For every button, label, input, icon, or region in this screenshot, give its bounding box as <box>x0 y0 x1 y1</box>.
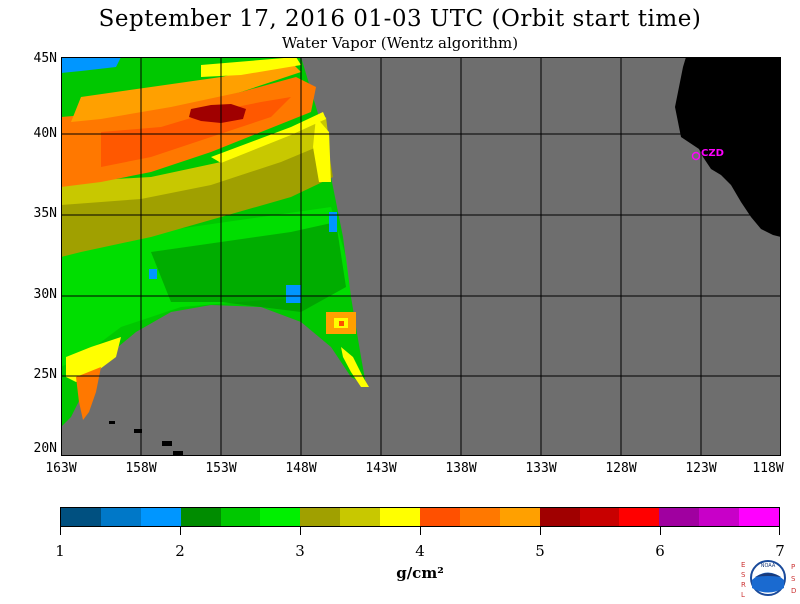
lon-label-148w: 148W <box>285 461 317 476</box>
svg-text:S: S <box>741 571 746 579</box>
lat-label-30n: 30N <box>33 287 57 302</box>
svg-text:L: L <box>741 591 745 599</box>
lon-label-123w: 123W <box>685 461 717 476</box>
swath-band-top-yellow <box>201 57 301 77</box>
lon-label-158w: 158W <box>125 461 157 476</box>
blue-spot-1 <box>329 212 337 232</box>
colorbar-segment <box>380 508 421 526</box>
water-vapor-map: CZD <box>61 57 781 456</box>
colorbar-label-4: 4 <box>415 542 425 560</box>
hawaii-island-3 <box>162 441 172 446</box>
colorbar-label-3: 3 <box>295 542 305 560</box>
lon-label-163w: 163W <box>45 461 77 476</box>
svg-text:S: S <box>791 575 796 583</box>
colorbar-label-7: 7 <box>775 542 785 560</box>
lat-label-40n: 40N <box>33 126 57 141</box>
lon-label-153w: 153W <box>205 461 237 476</box>
colorbar-segment <box>539 508 580 526</box>
colorbar-segment <box>699 508 740 526</box>
colorbar-segment <box>140 508 181 526</box>
colorbar-segment <box>100 508 141 526</box>
colorbar-segment <box>459 508 500 526</box>
colorbar-tick <box>300 527 301 535</box>
colorbar-segment <box>180 508 221 526</box>
colorbar-tick <box>779 527 780 535</box>
station-czd-marker <box>691 151 701 161</box>
colorbar-segment <box>420 508 460 526</box>
lon-label-138w: 138W <box>445 461 477 476</box>
lon-label-143w: 143W <box>365 461 397 476</box>
colorbar-segment <box>340 508 381 526</box>
hawaii-island-4 <box>173 451 183 456</box>
map-canvas: CZD <box>61 57 781 456</box>
colorbar-label-1: 1 <box>55 542 65 560</box>
colorbar-units: g/cm² <box>396 564 444 582</box>
colorbar-tick <box>60 527 61 535</box>
map-subtitle: Water Vapor (Wentz algorithm) <box>281 34 519 52</box>
swath-band-yellow-olive <box>61 117 329 205</box>
colorbar-segment <box>220 508 261 526</box>
lat-label-35n: 35N <box>33 206 57 221</box>
colorbar-tick <box>540 527 541 535</box>
graticule <box>61 57 781 456</box>
swath-band-orange-light <box>71 62 301 122</box>
colorbar-segment <box>499 508 540 526</box>
colorbar-tick <box>660 527 661 535</box>
lat-label-20n: 20N <box>33 441 57 456</box>
noaa-esrl-psd-logo: E S R L P S D NOAA <box>737 555 799 600</box>
lat-label-45n: 45N <box>33 51 57 66</box>
swath-band-yellow <box>211 112 326 163</box>
lon-label-133w: 133W <box>525 461 557 476</box>
swath-east-edge-yellow <box>313 117 331 182</box>
noaa-emblem-text: NOAA <box>761 563 776 569</box>
svg-text:R: R <box>741 581 746 589</box>
swath-tip-yellow <box>66 337 121 382</box>
hawaii-island-2 <box>134 429 142 433</box>
colorbar-segment <box>579 508 620 526</box>
logo-left-letters: E <box>741 561 745 569</box>
colorbar-segment <box>619 508 660 526</box>
colorbar-tick <box>420 527 421 535</box>
lat-label-25n: 25N <box>33 367 57 382</box>
colorbar-tick <box>180 527 181 535</box>
colorbar-label-5: 5 <box>535 542 545 560</box>
svg-text:D: D <box>791 587 796 595</box>
colorbar-segment <box>300 508 341 526</box>
blue-spot-2 <box>286 285 301 303</box>
colorbar-segment <box>739 508 780 526</box>
station-czd-label: CZD <box>701 148 724 159</box>
blue-spot-3 <box>149 269 157 279</box>
swath-tip-orange <box>76 367 101 420</box>
color-scale-bar <box>60 507 780 527</box>
logo-right-letters: P <box>791 563 795 571</box>
colorbar-label-2: 2 <box>175 542 185 560</box>
lon-label-118w: 118W <box>752 461 784 476</box>
colorbar-label-6: 6 <box>655 542 665 560</box>
water-vapor-max-dark-red <box>189 104 246 123</box>
swath-east-tip <box>341 347 369 387</box>
storm-feature-core <box>339 321 344 326</box>
lon-label-128w: 128W <box>605 461 637 476</box>
map-title: September 17, 2016 01-03 UTC (Orbit star… <box>98 6 702 32</box>
colorbar-segment <box>61 508 101 526</box>
colorbar-segment <box>260 508 301 526</box>
swath-band-top-blue <box>61 57 121 73</box>
hawaii-island-1 <box>109 421 115 424</box>
colorbar-segment <box>659 508 700 526</box>
